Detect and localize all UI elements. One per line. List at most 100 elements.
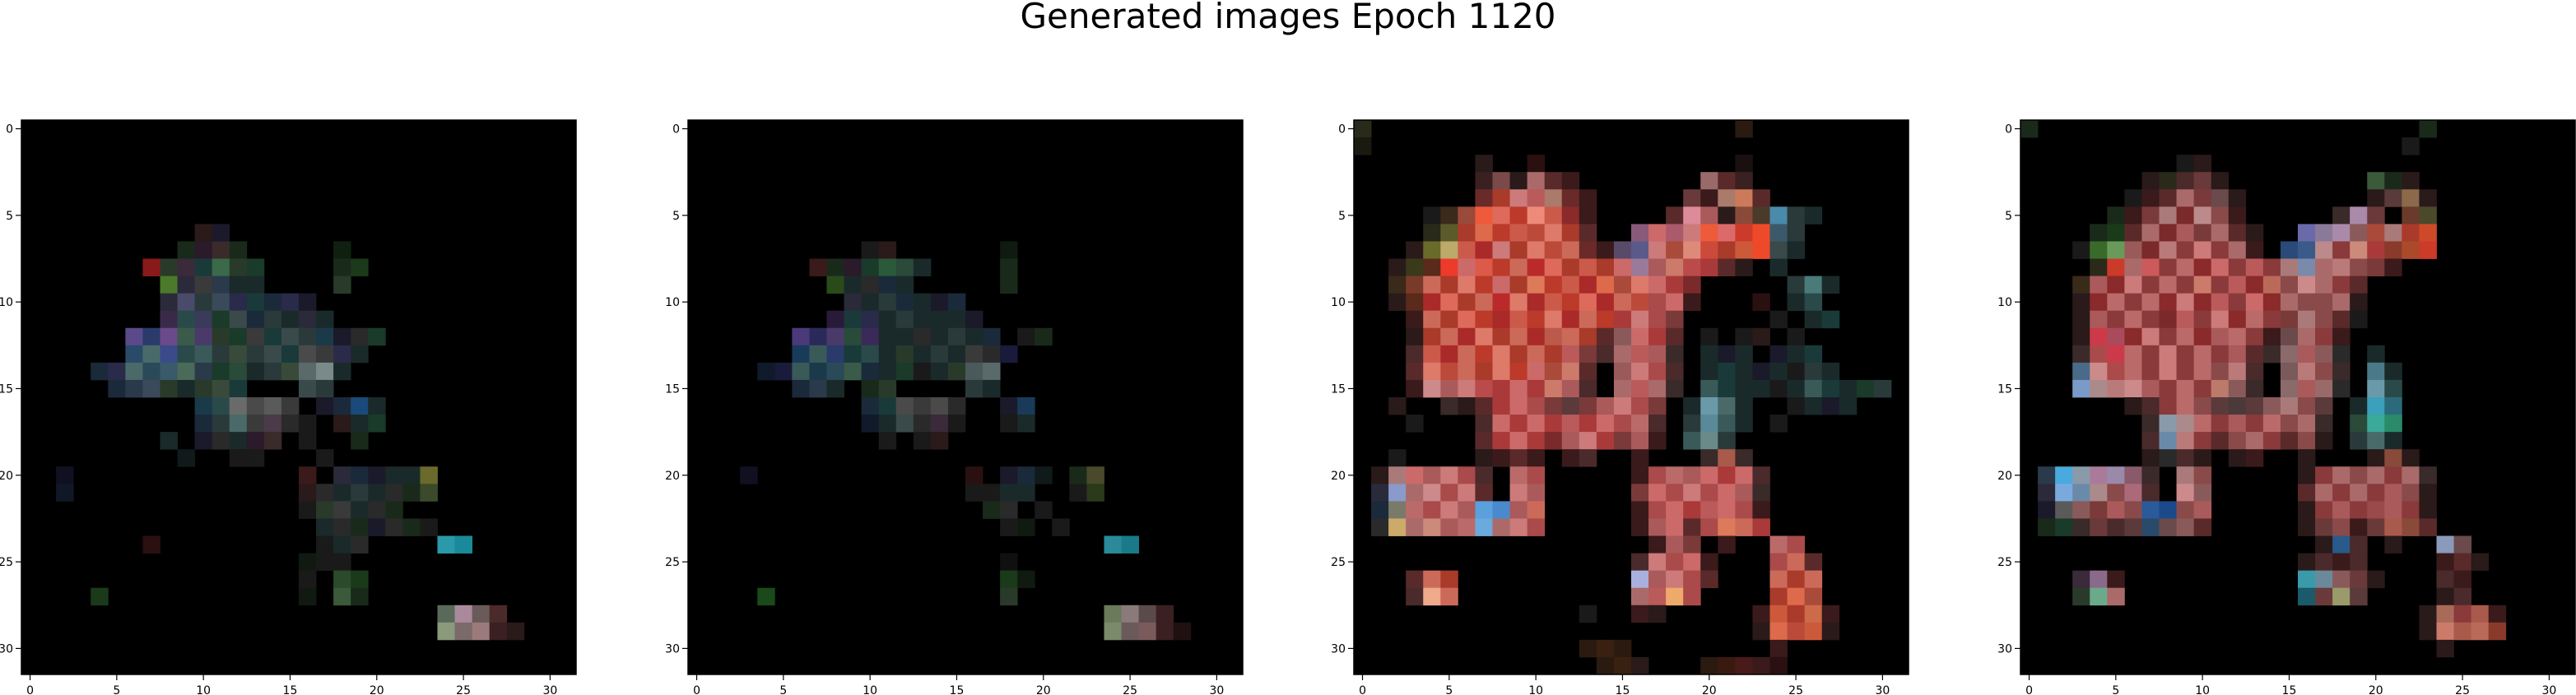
pixel-cell [229,276,248,294]
pixel-cell [1700,379,1718,398]
pixel-cell [2280,258,2299,276]
pixel-cell [1492,310,1510,329]
pixel-cell [2107,206,2125,225]
pixel-cell [2159,432,2177,450]
pixel-cell [2211,241,2230,259]
pixel-cell [1735,241,1753,259]
pixel-cell [1648,501,1667,519]
pixel-cell [2072,466,2090,484]
pixel-cell [1700,172,1718,190]
pixel-cell [1666,224,1684,242]
pixel-cell [1475,345,1493,364]
pixel-cell [1735,362,1753,381]
pixel-cell [2141,397,2160,415]
pixel-cell [1527,415,1546,433]
pixel-cell [316,397,334,415]
pixel-cell [299,379,317,398]
pixel-cell [2332,379,2350,398]
pixel-cell [1735,189,1753,207]
pixel-cell [2245,258,2264,276]
pixel-cell [2453,535,2472,554]
pixel-cell [1700,258,1718,276]
pixel-cell [2228,362,2247,381]
pixel-cell [333,327,351,346]
y-tick-label: 15 [1331,382,1346,396]
pixel-cell [333,276,351,294]
pixel-cell [1804,293,1823,312]
pixel-cell [1683,432,1701,450]
pixel-cell [368,415,386,433]
pixel-cell [2228,241,2247,259]
pixel-cell [2090,501,2108,519]
pixel-cell [2402,224,2420,242]
x-tick-label: 30 [2541,684,2556,695]
pixel-cell [2419,501,2437,519]
pixel-cell [1769,345,1788,364]
pixel-cell [125,345,143,364]
pixel-cell [878,293,897,312]
pixel-cell [1631,449,1649,467]
pixel-cell [1613,415,1632,433]
pixel-cell [1700,553,1718,572]
pixel-cell [1561,432,1580,450]
pixel-cell [2193,293,2212,312]
pixel-cell [861,293,880,312]
pixel-cell [1648,587,1667,606]
pixel-cell [2193,362,2212,381]
pixel-cell [1718,397,1736,415]
pixel-cell [2332,553,2350,572]
pixel-cell [2298,293,2316,312]
pixel-cell [333,415,351,433]
pixel-cell [2124,362,2142,381]
pixel-cell [2298,587,2316,606]
pixel-cell [809,379,827,398]
pixel-cell [2419,484,2437,502]
pixel-cell [1423,206,1441,225]
pixel-cell [826,379,844,398]
x-tick-label: 0 [26,684,34,695]
pixel-cell [2367,432,2385,450]
pixel-cell [2107,345,2125,364]
pixel-cell [1440,397,1458,415]
pixel-cell [2228,224,2247,242]
pixel-cell [2367,241,2385,259]
pixel-cell [2350,276,2368,294]
pixel-cell [2090,379,2108,398]
pixel-cell [2124,293,2142,312]
x-tick-label: 20 [1036,684,1051,695]
pixel-cell [2402,484,2420,502]
pixel-cell [809,345,827,364]
pixel-cell [2350,258,2368,276]
pixel-cell [2315,310,2333,329]
pixel-cell [1821,310,1840,329]
pixel-cell [2159,189,2177,207]
pixel-cell [2367,172,2385,190]
pixel-cell [2280,345,2299,364]
x-tick-label: 0 [693,684,700,695]
pixel-cell [2193,155,2212,173]
pixel-cell [437,622,455,641]
pixel-cell [2159,449,2177,467]
pixel-cell [194,327,213,346]
pixel-cell [316,310,334,329]
pixel-cell [1631,466,1649,484]
pixel-cell [1561,379,1580,398]
pixel-cell [1579,379,1597,398]
pixel-cell [1440,241,1458,259]
pixel-cell [212,432,230,450]
pixel-cell [930,293,949,312]
pixel-cell [1718,189,1736,207]
pixel-cell [1718,484,1736,502]
pixel-cell [2332,345,2350,364]
pixel-cell [1700,362,1718,381]
pixel-cell [1492,224,1510,242]
pixel-cell [212,415,230,433]
pixel-cell [299,501,317,519]
pixel-cell [2402,466,2420,484]
pixel-cell [281,327,300,346]
pixel-cell [740,466,758,484]
pixel-cell [878,379,897,398]
pixel-cell [861,345,880,364]
pixel-cell [1700,397,1718,415]
pixel-cell [1000,241,1018,259]
